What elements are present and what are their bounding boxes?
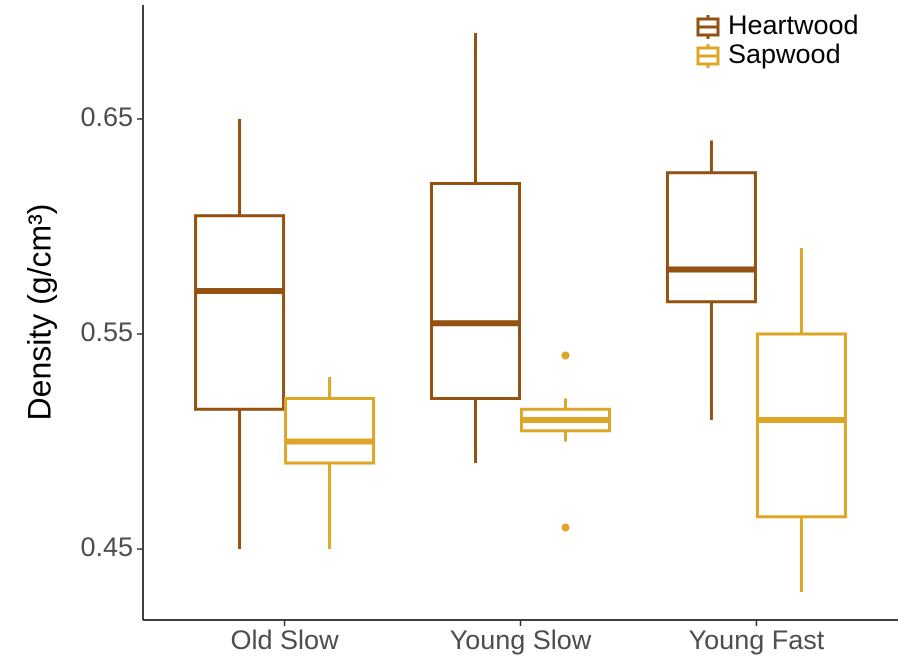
outlier [561,351,570,360]
box [430,181,521,401]
box [284,397,376,465]
y-tick-label: 0.55 [80,317,133,347]
box [665,171,757,304]
legend-label: Heartwood [728,10,859,40]
outlier [561,523,570,532]
y-tick-label: 0.65 [80,102,133,132]
legend-label: Sapwood [728,39,841,69]
x-tick-label: Old Slow [231,625,340,655]
box [755,332,847,519]
x-tick-label: Young Slow [450,625,592,655]
y-axis-label: Density (g/cm³) [21,204,57,421]
box [194,214,286,411]
y-tick-label: 0.45 [80,532,133,562]
x-tick-label: Young Fast [689,625,825,655]
